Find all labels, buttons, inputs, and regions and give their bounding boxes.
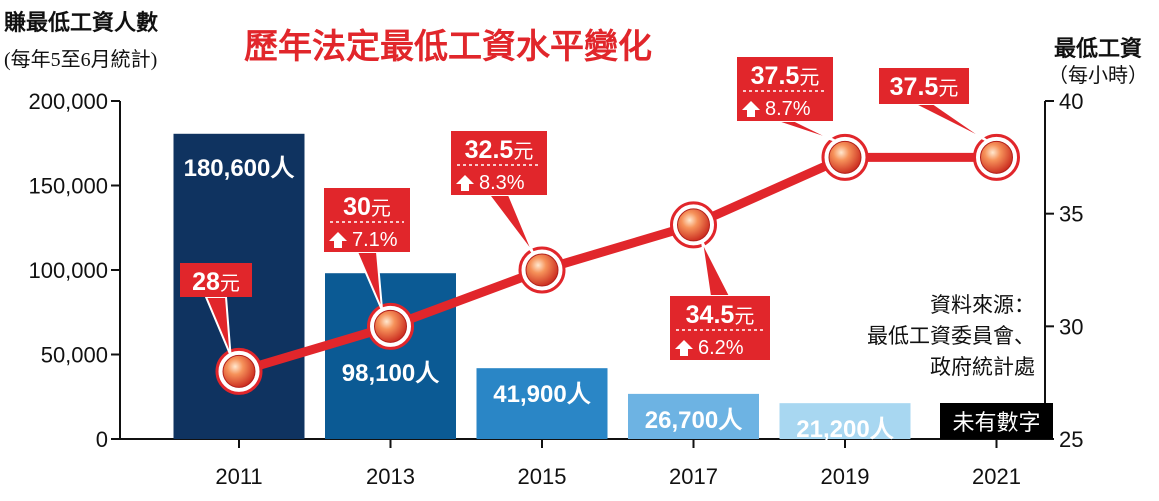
right-axis-title: 最低工資: [1054, 36, 1142, 61]
callout-value-label: 34.5元: [686, 301, 755, 329]
callout: 30元 7.1%: [324, 188, 410, 311]
callout-tail: [913, 103, 989, 143]
callout-tail: [486, 194, 535, 255]
source-line-2: 最低工資委員會、: [867, 324, 1035, 348]
callout: 37.5元 8.7%: [737, 57, 838, 143]
x-tick-label: 2013: [366, 464, 415, 489]
callout-change-label: 8.7%: [765, 98, 811, 120]
callout-value-label: 37.5元: [751, 62, 820, 90]
wage-series-line: [237, 152, 997, 376]
bar-value-label: 180,600人: [184, 155, 295, 182]
axes: 0 50,000 100,000 150,000 200,000 25 30 35 40 2011…: [28, 89, 1083, 489]
right-tick-label: 40: [1059, 89, 1083, 114]
left-axis-title: 賺最低工資人數: [4, 10, 158, 35]
bar-value-label: 98,100人: [342, 360, 439, 387]
callout-change-label: 7.1%: [352, 229, 398, 251]
source-note: 資料來源： 最低工資委員會、 政府統計處: [867, 293, 1035, 379]
callout-value-label: 30元: [343, 193, 391, 221]
callout-value-label: 32.5元: [465, 136, 534, 164]
x-tick-label: 2017: [669, 464, 718, 489]
callout-tail: [774, 120, 838, 143]
bar-value-label: 41,900人: [493, 381, 590, 408]
wage-point: [980, 140, 1013, 174]
bar-value-label: 26,700人: [645, 407, 742, 434]
wage-point: [222, 354, 256, 388]
wage-point: [828, 140, 862, 174]
chart-title: 歷年法定最低工資水平變化: [244, 28, 652, 66]
left-tick-label: 100,000: [28, 258, 108, 283]
left-tick-label: 200,000: [28, 89, 108, 114]
source-line-3: 政府統計處: [930, 355, 1035, 379]
left-tick-label: 0: [96, 427, 108, 452]
bar: [779, 403, 911, 439]
left-axis-subtitle: (每年5至6月統計): [4, 48, 157, 71]
callout-box: [879, 68, 969, 104]
callout-value-label: 28元: [192, 268, 240, 296]
callout-change-label: 6.2%: [698, 337, 744, 359]
bar-no-data-box: [940, 403, 1053, 439]
right-tick-label: 30: [1059, 314, 1083, 339]
up-arrow-icon: [456, 175, 474, 191]
up-arrow-icon: [675, 340, 693, 356]
bar: [628, 393, 759, 439]
up-arrow-icon: [742, 101, 760, 117]
callout: 28元: [180, 263, 252, 356]
x-tick-label: 2021: [972, 464, 1021, 489]
wage-line: [215, 133, 1020, 395]
callout-box: [180, 263, 252, 297]
x-tick-label: 2015: [518, 464, 567, 489]
up-arrow-icon: [329, 232, 347, 248]
wage-point: [525, 253, 559, 287]
left-tick-label: 150,000: [28, 174, 108, 199]
bar: [476, 368, 608, 439]
bars: 180,600人 98,100人 41,900人 26,700人 21,200人 未有數字: [173, 133, 1053, 443]
callout-tail: [700, 240, 732, 297]
bar-value-label: 未有數字: [952, 410, 1040, 435]
right-axis-subtitle: （每小時）: [1048, 64, 1148, 87]
right-tick-label: 35: [1059, 202, 1083, 227]
x-tick-label: 2019: [821, 464, 870, 489]
callout: 32.5元 8.3%: [451, 131, 547, 255]
right-tick-label: 25: [1059, 427, 1083, 452]
callout-change-label: 8.3%: [479, 172, 525, 194]
wage-point: [374, 309, 407, 343]
bar-value-label: 21,200人: [796, 416, 893, 443]
callout: 34.5元 6.2%: [670, 240, 770, 360]
callouts: 28元30元7.1%32.5元8.3%34.5元6.2%37.5元8.7%37.…: [180, 57, 989, 360]
source-line-1: 資料來源：: [930, 293, 1035, 317]
callout: 37.5元: [879, 68, 989, 143]
bar: [325, 273, 456, 439]
wage-point: [677, 208, 710, 242]
callout-value-label: 37.5元: [890, 73, 959, 101]
x-tick-label: 2011: [215, 464, 262, 489]
left-tick-label: 50,000: [41, 343, 108, 368]
